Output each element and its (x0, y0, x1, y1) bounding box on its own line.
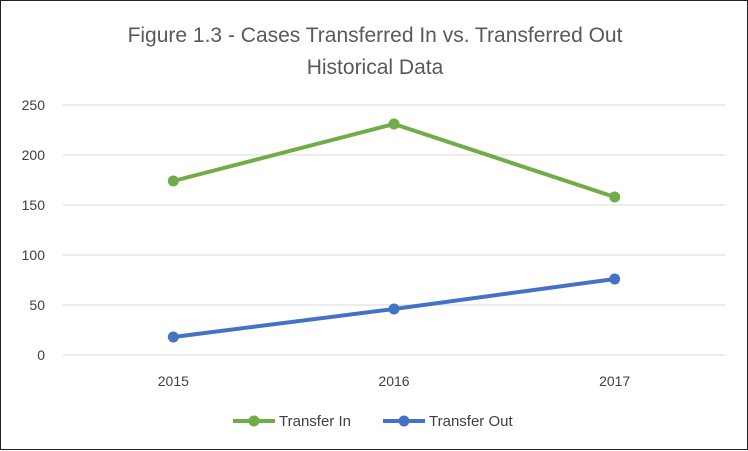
y-tick-label-150: 150 (22, 197, 46, 213)
y-tick-label-200: 200 (22, 147, 46, 163)
legend-label-1: Transfer Out (429, 413, 513, 430)
legend-label-0: Transfer In (279, 413, 351, 430)
data-point-1-2 (609, 273, 621, 285)
legend: Transfer In Transfer Out (233, 413, 513, 430)
y-axis-ticks: 0 50 100 150 200 250 (22, 97, 46, 363)
y-tick-label-0: 0 (37, 347, 45, 363)
series-layer (167, 118, 621, 343)
legend-entry-1: Transfer Out (383, 413, 513, 430)
legend-entry-0: Transfer In (233, 413, 351, 430)
series-line-0 (171, 122, 617, 199)
data-point-0-2 (609, 191, 621, 203)
y-tick-label-100: 100 (22, 247, 46, 263)
gridlines (63, 104, 725, 356)
x-tick-label-2016: 2016 (378, 373, 409, 389)
data-point-1-0 (167, 331, 179, 343)
x-axis-ticks: 2015 2016 2017 (158, 373, 631, 389)
data-point-1-1 (388, 303, 400, 315)
data-point-0-1 (388, 118, 400, 130)
legend-marker-0 (248, 415, 260, 427)
x-tick-label-2017: 2017 (599, 373, 630, 389)
chart-subtitle: Historical Data (307, 56, 444, 79)
data-point-0-0 (167, 175, 179, 187)
y-tick-label-50: 50 (29, 297, 45, 313)
chart-title: Figure 1.3 - Cases Transferred In vs. Tr… (128, 24, 623, 47)
x-tick-label-2015: 2015 (158, 373, 189, 389)
legend-marker-1 (398, 415, 410, 427)
y-tick-label-250: 250 (22, 97, 46, 113)
